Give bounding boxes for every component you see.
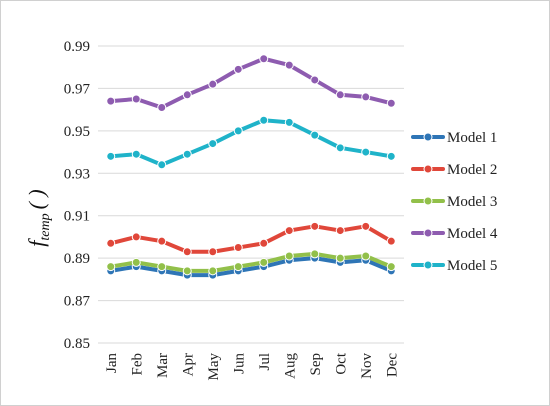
data-point — [284, 117, 294, 127]
data-point — [157, 236, 167, 246]
y-tick-label: 0.89 — [64, 251, 90, 267]
legend-label: Model 3 — [447, 194, 497, 210]
data-point — [335, 226, 345, 236]
y-tick-label: 0.87 — [64, 294, 91, 310]
data-point — [208, 139, 218, 149]
data-point — [335, 253, 345, 263]
data-point — [131, 232, 141, 242]
legend-swatch-marker — [423, 132, 433, 142]
data-point — [182, 90, 192, 100]
data-point — [310, 130, 320, 140]
data-point — [157, 262, 167, 272]
data-point — [208, 247, 218, 257]
legend-swatch-marker — [423, 228, 433, 238]
x-tick-label: Dec — [384, 353, 400, 377]
x-tick-label: Oct — [333, 352, 349, 374]
y-tick-label: 0.97 — [64, 81, 91, 97]
data-point — [233, 262, 243, 272]
x-tick-label: Apr — [180, 353, 196, 376]
legend-swatch-marker — [423, 196, 433, 206]
data-point — [131, 149, 141, 159]
series-3 — [106, 249, 396, 276]
data-point — [361, 251, 371, 261]
legend-swatch-marker — [423, 260, 433, 270]
legend: Model 1 Model 2 Model 3 Model 4 Model 5 — [411, 130, 498, 274]
data-point — [386, 262, 396, 272]
x-tick-label: Sep — [308, 353, 324, 376]
y-tick-label: 0.93 — [64, 166, 90, 182]
series-4 — [106, 54, 396, 113]
data-point — [284, 60, 294, 70]
data-point — [233, 64, 243, 74]
x-tick-label: Feb — [129, 353, 145, 376]
x-tick-label: Jan — [104, 353, 120, 373]
data-point — [182, 247, 192, 257]
data-point — [233, 243, 243, 253]
legend-swatch-marker — [423, 164, 433, 174]
data-point — [131, 257, 141, 267]
data-point — [106, 262, 116, 272]
data-point — [361, 221, 371, 231]
data-point — [284, 251, 294, 261]
data-point — [386, 151, 396, 161]
data-point — [361, 92, 371, 102]
data-point — [386, 236, 396, 246]
y-tick-label: 0.99 — [64, 39, 90, 55]
y-tick-label: 0.95 — [64, 124, 90, 140]
data-point — [284, 226, 294, 236]
data-point — [335, 90, 345, 100]
x-tick-label: Jun — [231, 353, 247, 374]
y-tick-label: 0.91 — [64, 209, 90, 225]
data-point — [335, 143, 345, 153]
data-point — [259, 257, 269, 267]
legend-item: Model 3 — [411, 194, 497, 210]
x-axis-ticks: Jan Feb Mar Apr May Jun Jul Aug Sep Oct Nov Dec — [104, 352, 401, 380]
series-2 — [106, 221, 396, 257]
legend-item: Model 5 — [411, 258, 497, 274]
data-point — [106, 238, 116, 248]
y-axis-label-sub: temp — [38, 213, 53, 240]
data-point — [386, 98, 396, 108]
series-lines — [106, 54, 396, 280]
data-point — [157, 160, 167, 170]
x-tick-label: May — [206, 353, 222, 381]
data-point — [259, 238, 269, 248]
data-point — [233, 126, 243, 136]
data-point — [259, 54, 269, 64]
data-point — [310, 249, 320, 259]
x-tick-label: Jul — [257, 353, 273, 371]
legend-label: Model 5 — [447, 258, 497, 274]
data-point — [208, 266, 218, 276]
legend-label: Model 4 — [447, 226, 498, 242]
series-5 — [106, 115, 396, 170]
y-axis-label: ftemp ( ) — [24, 189, 53, 247]
legend-item: Model 1 — [411, 130, 497, 146]
data-point — [310, 221, 320, 231]
x-tick-label: Nov — [359, 353, 375, 379]
x-tick-label: Aug — [282, 353, 298, 379]
data-point — [182, 266, 192, 276]
legend-item: Model 4 — [411, 226, 498, 242]
data-point — [361, 147, 371, 157]
y-axis-label-main: f — [24, 238, 49, 247]
data-point — [182, 149, 192, 159]
x-tick-label: Mar — [155, 353, 171, 378]
legend-item: Model 2 — [411, 162, 497, 178]
data-point — [106, 151, 116, 161]
legend-label: Model 2 — [447, 162, 497, 178]
y-tick-label: 0.85 — [64, 336, 90, 352]
data-point — [208, 79, 218, 89]
data-point — [259, 115, 269, 125]
legend-label: Model 1 — [447, 130, 497, 146]
data-point — [310, 75, 320, 85]
y-axis-label-suffix: ( ) — [24, 189, 49, 209]
data-point — [106, 96, 116, 106]
y-axis-ticks: 0.85 0.87 0.89 0.91 0.93 0.95 0.97 0.99 — [64, 39, 91, 352]
grid-lines — [98, 45, 404, 344]
data-point — [131, 94, 141, 104]
data-point — [157, 103, 167, 113]
